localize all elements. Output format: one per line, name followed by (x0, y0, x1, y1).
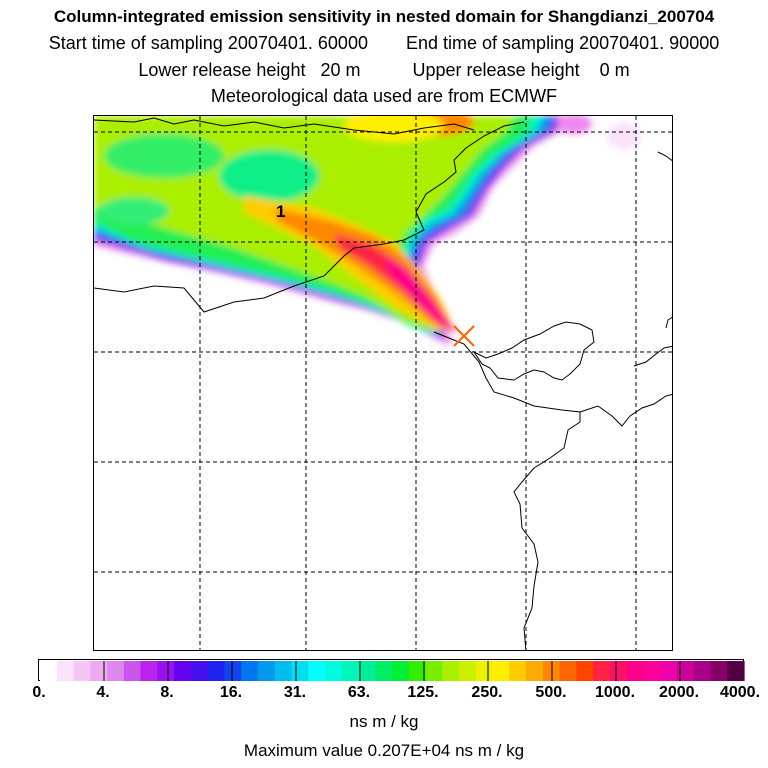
sampling-times: Start time of sampling 20070401. 60000 E… (0, 33, 768, 54)
legend-tick-label: 500. (535, 684, 567, 701)
legend-tick-label: 31. (283, 684, 307, 701)
color-legend (38, 659, 745, 681)
release-heights: Lower release height 20 m Upper release … (0, 60, 768, 81)
lower-release-label: Lower release height 20 m (138, 60, 361, 80)
legend-swatch (492, 661, 510, 681)
legend-swatch (710, 661, 728, 681)
legend-swatch (73, 661, 91, 681)
legend-swatch (207, 661, 225, 681)
legend-swatch (559, 661, 577, 681)
legend-tick-label: 63. (347, 684, 371, 701)
legend-swatch (459, 661, 477, 681)
legend-swatch (392, 661, 410, 681)
legend-tick-label: 125. (407, 684, 439, 701)
legend-swatch (291, 661, 309, 681)
legend-tick-label: 8. (160, 684, 174, 701)
legend-swatch (341, 661, 360, 681)
legend-swatch (509, 661, 527, 681)
legend-swatch (257, 661, 276, 681)
legend-swatch (676, 661, 695, 681)
legend-swatch (609, 661, 628, 681)
legend-swatch (408, 661, 427, 681)
legend-tick-label: 4. (96, 684, 110, 701)
legend-swatch (224, 661, 242, 681)
legend-swatch (140, 661, 158, 681)
legend-tick-label: 2000. (658, 684, 700, 701)
upper-release-label: Upper release height 0 m (412, 60, 630, 80)
legend-tick-label: 1000. (594, 684, 636, 701)
legend-swatch (526, 661, 544, 681)
end-time-label: End time of sampling 20070401. 90000 (406, 33, 720, 53)
legend-swatch (626, 661, 645, 681)
legend-tick-label: 4000. (719, 684, 761, 701)
start-time-label: Start time of sampling 20070401. 60000 (48, 33, 368, 53)
legend-swatch (576, 661, 594, 681)
legend-swatch (157, 661, 175, 681)
legend-swatch (442, 661, 460, 681)
legend-swatch (475, 661, 494, 681)
legend-units: ns m / kg (349, 712, 419, 731)
legend-swatch (425, 661, 443, 681)
legend-tick-label: 250. (471, 684, 503, 701)
map-canvas: 1 (94, 116, 672, 650)
legend-swatch (308, 661, 326, 681)
maximum-value: Maximum value 0.207E+04 ns m / kg (243, 741, 525, 760)
legend-swatch (40, 661, 58, 681)
chart-title: Column-integrated emission sensitivity i… (53, 7, 715, 26)
met-data-label: Meteorological data used are from ECMWF (210, 86, 558, 106)
legend-swatch (660, 661, 678, 681)
legend-swatch (241, 661, 259, 681)
legend-swatch (358, 661, 376, 681)
legend-swatch (274, 661, 293, 681)
legend-swatch (643, 661, 661, 681)
trajectory-label: 1 (276, 202, 285, 221)
legend-swatch (693, 661, 712, 681)
legend-swatch (174, 661, 192, 681)
legend-swatch (107, 661, 125, 681)
legend-swatch (375, 661, 393, 681)
coastlines (94, 117, 672, 650)
legend-tick-label: 0. (32, 684, 46, 701)
legend-swatch (324, 661, 343, 681)
grid-lines (94, 116, 672, 650)
legend-swatch (123, 661, 142, 681)
legend-swatch (56, 661, 75, 681)
legend-swatch (190, 661, 209, 681)
x-marker-icon (453, 325, 475, 347)
legend-bar (40, 661, 745, 681)
legend-swatch (593, 661, 611, 681)
legend-tick-label: 16. (219, 684, 243, 701)
sensitivity-field (94, 116, 642, 344)
sensitivity-map: 1 (93, 115, 673, 651)
legend-swatch (727, 661, 745, 681)
legend-swatch (90, 661, 108, 681)
